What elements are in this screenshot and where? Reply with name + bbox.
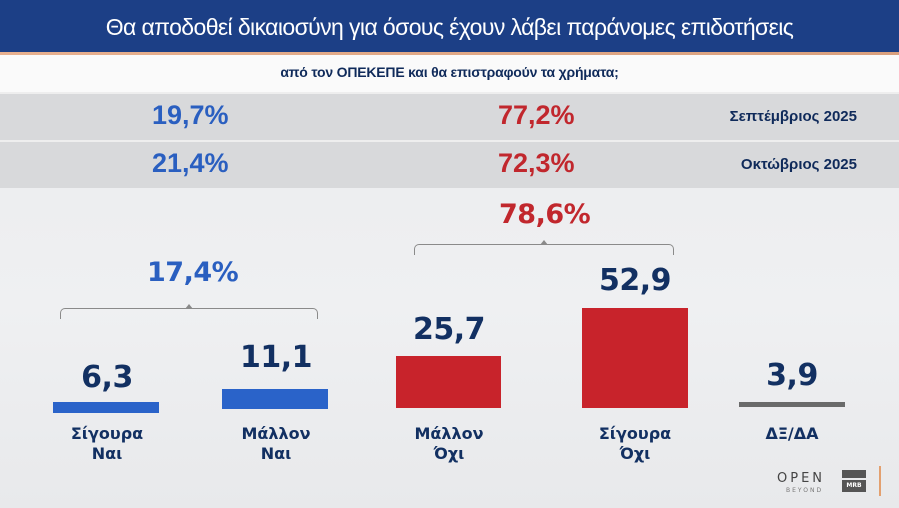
header-band	[0, 0, 899, 52]
label-line: Όχι	[619, 444, 651, 463]
no-percent: 77,2%	[498, 100, 575, 130]
chart-subtitle: από τον ΟΠΕΚΕΠΕ και θα επιστραφούν τα χρ…	[280, 64, 619, 80]
comparison-row-october: 21,4% 72,3% Οκτώβριος 2025	[0, 140, 899, 188]
wave-date: Οκτώβριος 2025	[740, 156, 857, 173]
bar-label-sigoura-ochi: Σίγουρα Όχι	[565, 424, 705, 464]
label-line: Όχι	[433, 444, 465, 463]
bar-sigoura-nai	[53, 402, 159, 413]
mrb-logo-top	[842, 470, 866, 478]
mrb-logo-text: MRB	[842, 480, 866, 492]
label-line: Μάλλον	[241, 424, 311, 443]
yes-group-brace	[60, 304, 318, 319]
yes-group-total: 17,4%	[147, 257, 239, 288]
bar-value-mallon-nai: 11,1	[239, 340, 313, 375]
label-line: Ναι	[260, 444, 292, 463]
header-accent-line	[0, 52, 899, 55]
comparison-row-september: 19,7% 77,2% Σεπτέμβριος 2025	[0, 92, 899, 140]
open-logo: OPEN	[777, 471, 826, 486]
bar-label-dk-da: ΔΞ/ΔΑ	[722, 424, 862, 444]
yes-percent: 21,4%	[152, 148, 229, 178]
bar-sigoura-ochi	[582, 308, 688, 408]
bar-label-mallon-ochi: Μάλλον Όχι	[379, 424, 519, 464]
chart-title: Θα αποδοθεί δικαιοσύνη για όσους έχουν λ…	[105, 14, 794, 40]
bar-dk-da	[739, 402, 845, 407]
bar-mallon-ochi	[396, 356, 501, 408]
mrb-logo: MRB	[842, 470, 866, 492]
bar-value-sigoura-nai: 6,3	[81, 360, 133, 395]
label-line: Σίγουρα	[598, 424, 672, 443]
bar-label-sigoura-nai: Σίγουρα Ναι	[37, 424, 177, 464]
label-line: Σίγουρα	[70, 424, 144, 443]
bar-value-dk-da: 3,9	[766, 358, 818, 393]
wave-date: Σεπτέμβριος 2025	[729, 108, 857, 125]
label-line: ΔΞ/ΔΑ	[765, 424, 819, 443]
subtitle-band	[0, 55, 899, 92]
logo-separator	[879, 466, 881, 496]
bar-value-sigoura-ochi: 52,9	[598, 263, 672, 298]
open-logo-subtext: BEYOND	[786, 487, 824, 494]
no-group-brace	[414, 240, 674, 255]
no-group-total: 78,6%	[499, 199, 591, 230]
label-line: Μάλλον	[414, 424, 484, 443]
yes-percent: 19,7%	[152, 100, 229, 130]
label-line: Ναι	[91, 444, 123, 463]
bar-label-mallon-nai: Μάλλον Ναι	[206, 424, 346, 464]
bar-value-mallon-ochi: 25,7	[412, 312, 486, 347]
no-percent: 72,3%	[498, 148, 575, 178]
bar-mallon-nai	[222, 389, 328, 409]
